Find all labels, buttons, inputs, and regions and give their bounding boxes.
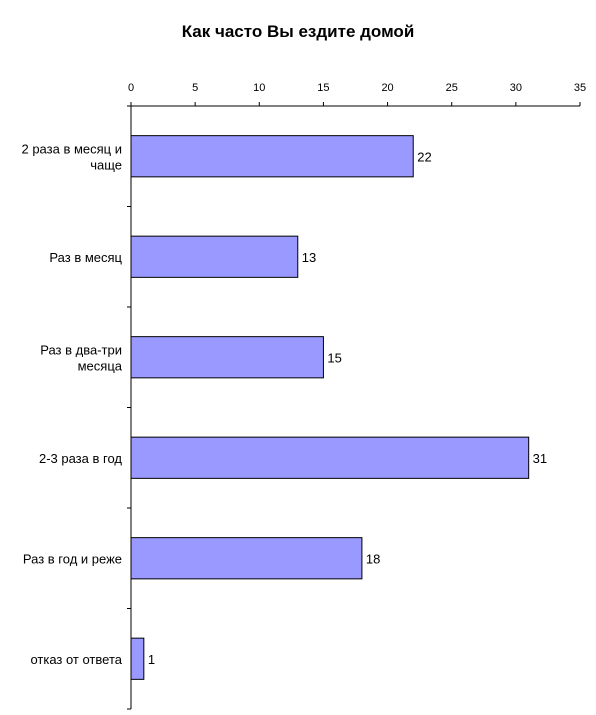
x-tick-label: 35 (574, 82, 586, 94)
x-tick-label: 15 (317, 82, 329, 94)
x-tick-label: 20 (381, 82, 393, 94)
category-label: месяца (78, 358, 123, 373)
data-label: 1 (148, 652, 155, 667)
chart-title: Как часто Вы ездите домой (181, 22, 415, 41)
bar (130, 135, 414, 178)
data-label: 15 (327, 350, 341, 365)
bar (130, 336, 324, 379)
bar (130, 235, 299, 278)
x-tick-label: 10 (253, 82, 265, 94)
data-label: 22 (417, 149, 431, 164)
x-tick-label: 0 (128, 82, 134, 94)
category-label: 2-3 раза в год (39, 451, 122, 466)
category-label: отказ от ответа (30, 652, 122, 667)
data-label: 18 (366, 551, 380, 566)
category-label: 2 раза в месяц и (21, 141, 122, 156)
x-tick-label: 5 (192, 82, 198, 94)
data-label: 31 (533, 451, 547, 466)
bar (130, 436, 530, 479)
category-label: Раз в два-три (40, 342, 122, 357)
data-label: 13 (302, 250, 316, 265)
bar (130, 637, 145, 680)
category-label: Раз в год и реже (23, 551, 122, 566)
category-label: Раз в месяц (49, 250, 122, 265)
x-tick-label: 30 (510, 82, 522, 94)
category-label: чаще (90, 157, 122, 172)
x-tick-label: 25 (446, 82, 458, 94)
bar (130, 537, 363, 580)
bars (130, 135, 530, 680)
axes: 0 5 10 15 20 25 30 35 (127, 82, 586, 710)
